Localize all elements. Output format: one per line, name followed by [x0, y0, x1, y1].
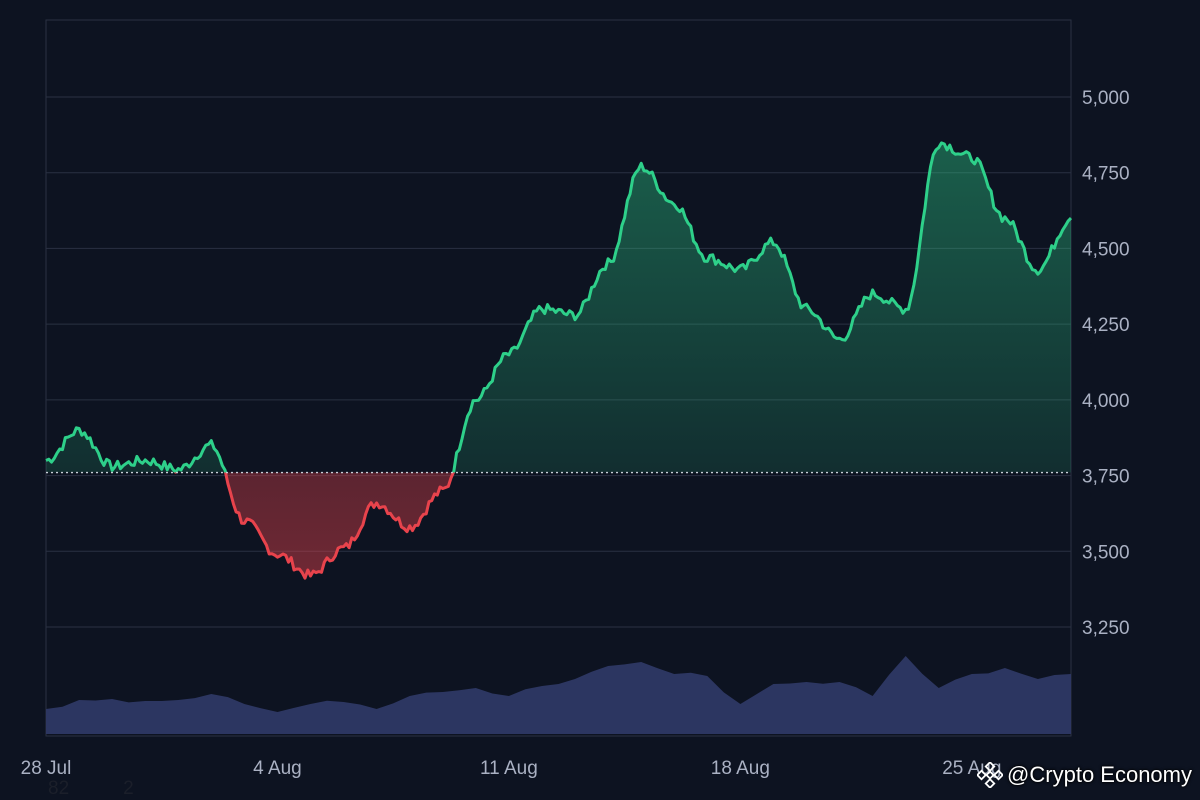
- binance-logo-icon: [977, 762, 1004, 788]
- volume-fill: [46, 656, 1071, 734]
- y-tick-label: 3,250: [1082, 618, 1130, 639]
- watermark: @Crypto Economy: [977, 762, 1192, 788]
- area-fill-above: [46, 142, 1071, 473]
- x-tick-label: 28 Jul: [21, 758, 72, 779]
- stray-text-2: 2: [123, 778, 134, 799]
- stray-text: 82 2: [48, 778, 134, 800]
- price-line-above: [45, 141, 1073, 473]
- watermark-text: @Crypto Economy: [1007, 762, 1192, 787]
- x-tick-label: 18 Aug: [711, 758, 770, 779]
- y-tick-label: 5,000: [1082, 88, 1130, 109]
- y-tick-label: 4,500: [1082, 239, 1130, 260]
- volume-area: [46, 656, 1071, 734]
- y-tick-label: 3,500: [1082, 542, 1130, 563]
- y-tick-label: 4,750: [1082, 164, 1130, 185]
- x-tick-label: 4 Aug: [253, 758, 302, 779]
- area-fill-below: [225, 472, 454, 579]
- y-tick-label: 4,000: [1082, 391, 1130, 412]
- x-axis-ticks: 28 Jul 4 Aug 11 Aug 18 Aug 25 Aug: [21, 758, 1002, 779]
- price-area: [45, 141, 1073, 580]
- y-axis-ticks: 3,250 3,500 3,750 4,000 4,250 4,500 4,750 5,000: [1082, 88, 1130, 639]
- stray-text-1: 82: [48, 778, 70, 799]
- y-tick-label: 3,750: [1082, 467, 1130, 488]
- x-tick-label: 11 Aug: [480, 758, 538, 779]
- y-tick-label: 4,250: [1082, 315, 1130, 336]
